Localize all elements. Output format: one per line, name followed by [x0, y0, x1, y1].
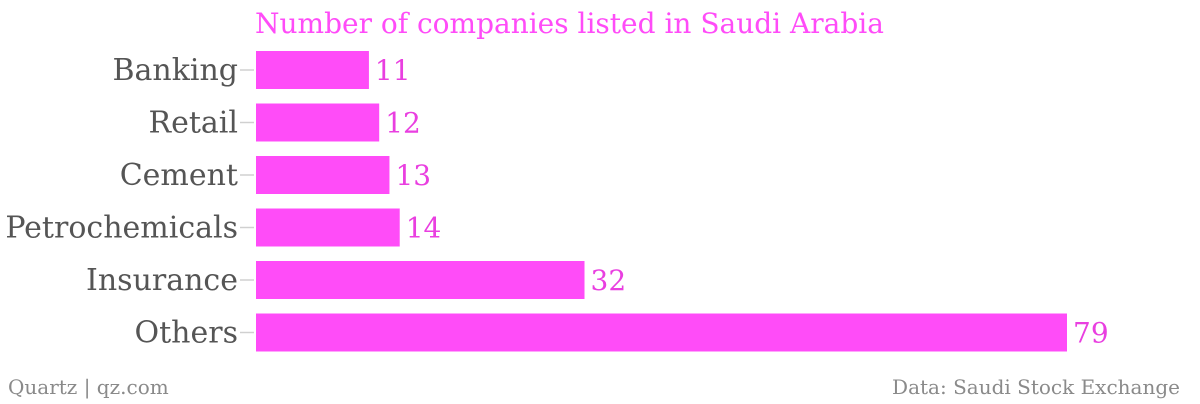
chart-title: Number of companies listed in Saudi Arab…	[255, 7, 884, 40]
bar-retail	[256, 103, 380, 142]
category-label-retail: Retail	[149, 106, 238, 141]
bar-banking	[256, 51, 369, 89]
category-label-petrochemicals: Petrochemicals	[5, 211, 238, 246]
value-label-retail: 12	[385, 107, 421, 140]
bars-group: Banking 11 Retail 12 Cement 13 Petrochemicals 1…	[5, 51, 1109, 352]
data-source: Data: Saudi Stock Exchange	[892, 375, 1180, 399]
category-label-cement: Cement	[120, 158, 238, 193]
value-label-petrochemicals: 14	[406, 212, 442, 245]
bar-others	[256, 313, 1067, 352]
value-label-banking: 11	[375, 54, 411, 87]
value-label-cement: 13	[395, 159, 431, 192]
category-label-others: Others	[135, 316, 238, 351]
category-label-banking: Banking	[112, 53, 238, 88]
category-label-insurance: Insurance	[86, 263, 238, 298]
source-credit: Quartz | qz.com	[8, 375, 169, 400]
bar-insurance	[256, 261, 585, 299]
bar-cement	[256, 156, 390, 194]
bar-petrochemicals	[256, 208, 400, 247]
value-label-others: 79	[1073, 317, 1109, 350]
value-label-insurance: 32	[591, 264, 627, 297]
